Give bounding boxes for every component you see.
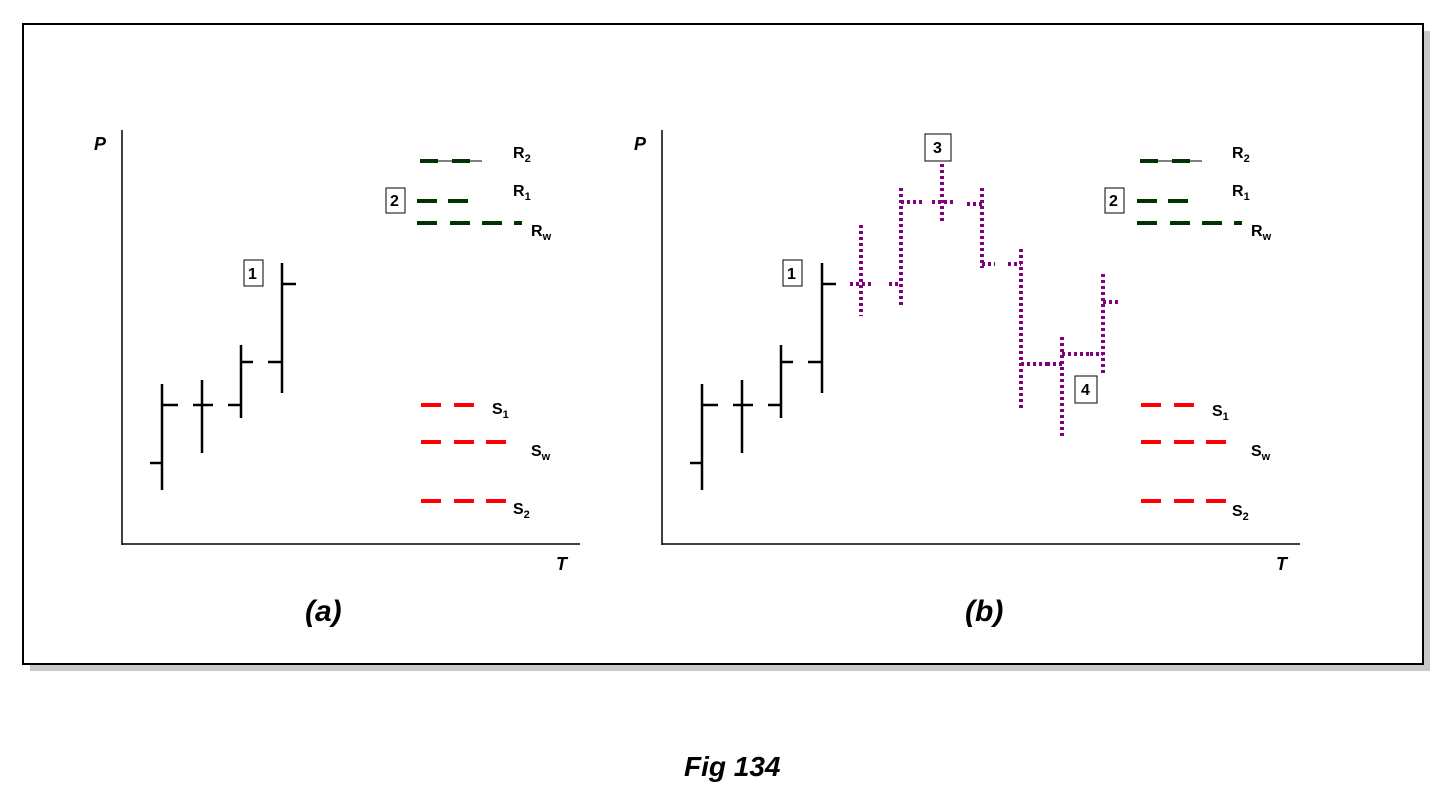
figure-caption: Fig 134	[684, 751, 781, 782]
ohlc-bar	[193, 380, 213, 453]
x-axis-label: T	[556, 554, 569, 574]
level-label-sw: Sw	[1251, 443, 1271, 463]
y-axis-label: P	[634, 134, 647, 154]
forecast-bar	[1090, 274, 1118, 374]
annotation-box	[924, 133, 952, 162]
panel-label: (b)	[965, 595, 1003, 628]
forecast-bar	[889, 188, 922, 307]
panel-label: (a)	[305, 595, 342, 628]
level-label-s1: S1	[492, 401, 509, 421]
level-label-rw: Rw	[531, 223, 552, 243]
chart-panel-a: P T (a) 1	[94, 130, 580, 628]
annotation-label: 4	[1081, 382, 1090, 399]
annotation-box	[243, 259, 264, 287]
level-label-rw: Rw	[1251, 223, 1272, 243]
ohlc-bar	[768, 345, 793, 418]
ohlc-bar	[690, 384, 718, 490]
annotation-label: 2	[390, 193, 399, 210]
annotation-label: 3	[933, 140, 942, 157]
figure-frame	[22, 23, 1424, 665]
annotation-box	[782, 259, 803, 287]
ohlc-bar	[268, 263, 296, 393]
ohlc-bar	[228, 345, 253, 418]
annotation-label: 1	[787, 266, 796, 283]
level-label-s1: S1	[1212, 403, 1229, 423]
level-label-s2: S2	[513, 501, 530, 521]
annotation-box	[385, 187, 406, 214]
level-label-sw: Sw	[531, 443, 551, 463]
y-axis-label: P	[94, 134, 107, 154]
forecast-bar	[850, 225, 873, 316]
ohlc-bar	[808, 263, 836, 393]
forecast-bar	[1008, 249, 1047, 410]
level-label-r2: R2	[513, 145, 531, 165]
annotation-label: 2	[1109, 193, 1118, 210]
chart-panel-b: P T (b)	[634, 130, 1300, 628]
ohlc-bar	[150, 384, 178, 490]
level-label-r1: R1	[1232, 183, 1250, 203]
x-axis-label: T	[1276, 554, 1289, 574]
level-label-s2: S2	[1232, 503, 1249, 523]
level-label-r1: R1	[513, 183, 531, 203]
annotation-box	[1104, 187, 1125, 214]
annotation-label: 1	[248, 266, 257, 283]
forecast-bar	[932, 158, 955, 221]
forecast-bar	[967, 188, 995, 268]
annotation-box	[1074, 375, 1098, 404]
ohlc-bar	[733, 380, 753, 453]
level-label-r2: R2	[1232, 145, 1250, 165]
forecast-bar	[1047, 337, 1090, 436]
